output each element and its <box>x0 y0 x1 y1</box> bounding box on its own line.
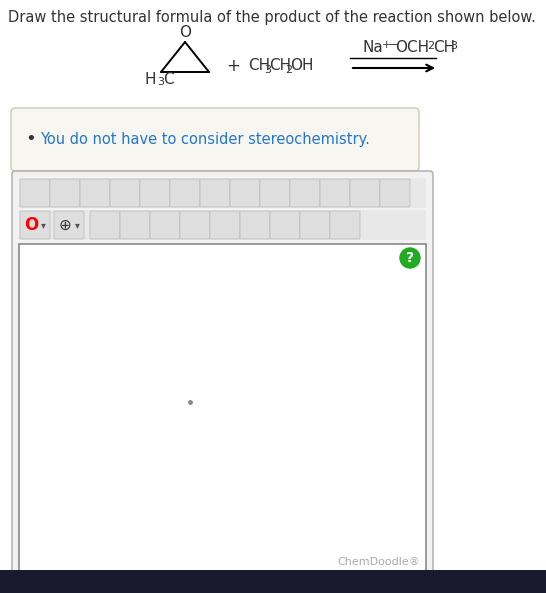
Text: You do not have to consider stereochemistry.: You do not have to consider stereochemis… <box>40 132 370 147</box>
FancyBboxPatch shape <box>150 211 180 239</box>
Text: OCH: OCH <box>395 40 429 55</box>
FancyBboxPatch shape <box>350 179 380 207</box>
FancyBboxPatch shape <box>200 179 230 207</box>
FancyBboxPatch shape <box>170 179 200 207</box>
FancyBboxPatch shape <box>54 211 84 239</box>
Text: 2: 2 <box>285 65 292 75</box>
FancyBboxPatch shape <box>240 211 270 239</box>
Text: ?: ? <box>406 251 414 265</box>
FancyBboxPatch shape <box>300 211 330 239</box>
Circle shape <box>400 248 420 268</box>
FancyBboxPatch shape <box>110 179 140 207</box>
FancyBboxPatch shape <box>230 179 260 207</box>
FancyBboxPatch shape <box>120 211 150 239</box>
Text: OH: OH <box>290 59 313 74</box>
FancyBboxPatch shape <box>210 211 240 239</box>
Text: ⊕: ⊕ <box>58 218 72 232</box>
Text: ▾: ▾ <box>40 220 45 230</box>
Text: +: + <box>382 40 391 50</box>
Text: O: O <box>24 216 38 234</box>
FancyBboxPatch shape <box>330 211 360 239</box>
FancyBboxPatch shape <box>12 171 433 582</box>
Bar <box>0 570 546 593</box>
Text: C: C <box>163 72 174 87</box>
FancyBboxPatch shape <box>90 211 120 239</box>
Text: CH: CH <box>269 59 291 74</box>
Text: −: − <box>389 40 399 50</box>
Text: ▾: ▾ <box>75 220 79 230</box>
FancyBboxPatch shape <box>180 211 210 239</box>
FancyBboxPatch shape <box>270 211 300 239</box>
Text: H: H <box>145 72 156 87</box>
Text: O: O <box>179 25 191 40</box>
Text: Draw the structural formula of the product of the reaction shown below.: Draw the structural formula of the produ… <box>8 10 536 25</box>
FancyBboxPatch shape <box>50 179 80 207</box>
Text: CH: CH <box>248 59 270 74</box>
Text: 3: 3 <box>450 41 457 51</box>
Text: ChemDoodle®: ChemDoodle® <box>337 557 420 567</box>
Text: +: + <box>226 57 240 75</box>
FancyBboxPatch shape <box>11 108 419 171</box>
FancyBboxPatch shape <box>20 179 50 207</box>
FancyBboxPatch shape <box>320 179 350 207</box>
FancyBboxPatch shape <box>80 179 110 207</box>
Text: •: • <box>26 130 37 148</box>
Text: Na: Na <box>362 40 383 55</box>
Bar <box>19 210 426 240</box>
Text: 3: 3 <box>264 65 271 75</box>
FancyBboxPatch shape <box>140 179 170 207</box>
Text: 2: 2 <box>427 41 434 51</box>
Text: 3: 3 <box>157 77 164 87</box>
FancyBboxPatch shape <box>290 179 320 207</box>
FancyBboxPatch shape <box>380 179 410 207</box>
Bar <box>19 244 426 573</box>
Text: CH: CH <box>433 40 455 55</box>
Bar <box>19 178 426 208</box>
FancyBboxPatch shape <box>20 211 50 239</box>
FancyBboxPatch shape <box>260 179 290 207</box>
